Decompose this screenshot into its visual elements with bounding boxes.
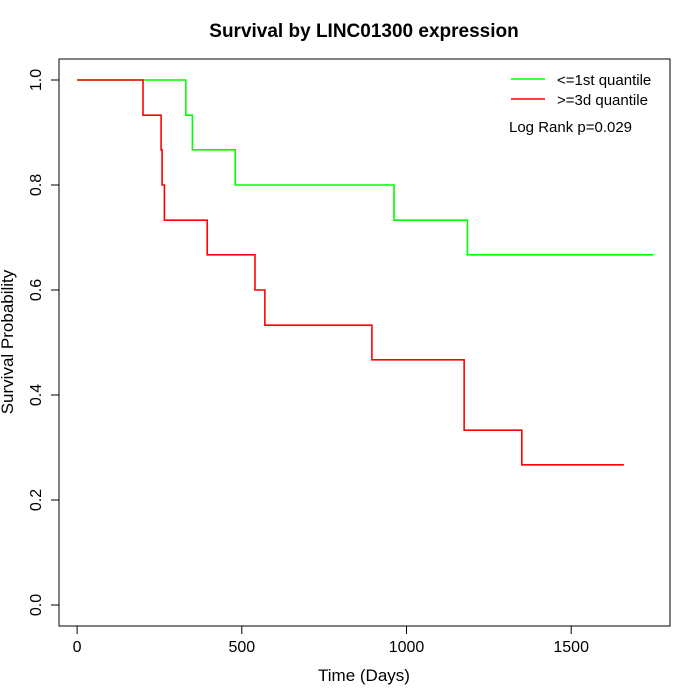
x-axis-label: Time (Days)	[318, 666, 410, 685]
y-tick-label: 0.6	[28, 279, 45, 301]
y-tick-label: 0.8	[28, 174, 45, 196]
logrank-annotation: Log Rank p=0.029	[509, 119, 632, 136]
legend: <=1st quantile >=3d quantile	[511, 72, 651, 109]
x-tick-label: 0	[73, 639, 82, 656]
y-axis-label: Survival Probability	[0, 269, 17, 414]
legend-label-low: <=1st quantile	[557, 72, 651, 89]
survival-curve-low	[77, 79, 654, 256]
chart-title: Survival by LINC01300 expression	[209, 21, 518, 42]
y-axis: 0.0 0.2 0.4 0.6 0.8 1.0	[28, 69, 60, 616]
y-tick-label: 0.2	[28, 489, 45, 511]
survival-curves	[77, 79, 654, 466]
x-axis: 0 500 1000 1500	[73, 625, 589, 656]
x-tick-label: 1000	[389, 639, 425, 656]
x-tick-label: 500	[228, 639, 255, 656]
y-tick-label: 0.0	[28, 594, 45, 616]
y-tick-label: 0.4	[28, 384, 45, 406]
y-tick-label: 1.0	[28, 69, 45, 91]
legend-label-high: >=3d quantile	[557, 92, 648, 109]
x-tick-label: 1500	[553, 639, 589, 656]
survival-curve-high	[77, 79, 624, 466]
